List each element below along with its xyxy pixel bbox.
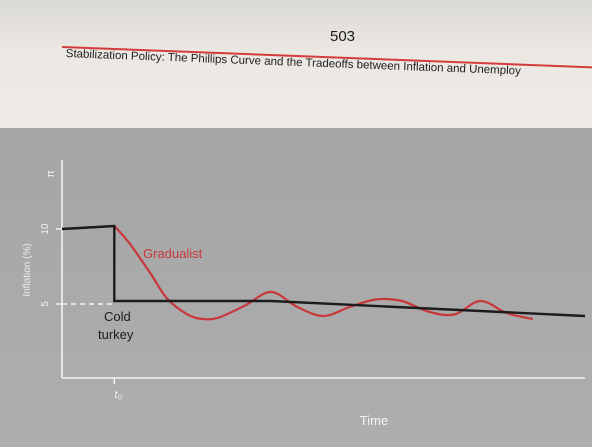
- y-tick-label: 10: [40, 223, 51, 235]
- series-cold-turkey-line: [61, 224, 586, 318]
- y-axis-label: Inflation (%): [22, 243, 33, 296]
- series-gradualist-line: [61, 224, 533, 321]
- y-tick-label: 5: [40, 301, 51, 307]
- figure-panel: [0, 128, 592, 447]
- annotation-cold: Cold: [104, 309, 131, 324]
- x-axis-label: Time: [360, 413, 388, 428]
- book-page-header: [0, 0, 592, 150]
- annotation-turkey: turkey: [98, 327, 134, 342]
- y-axis-symbol: π: [45, 170, 57, 178]
- x-tick-label-t0: t₀: [114, 389, 122, 401]
- page-number: 503: [330, 28, 356, 45]
- annotation-gradualist: Gradualist: [143, 246, 203, 261]
